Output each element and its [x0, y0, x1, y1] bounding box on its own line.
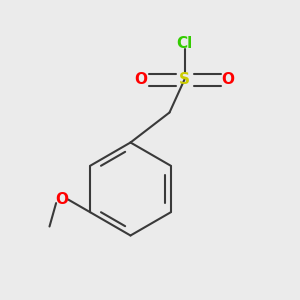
- Text: Cl: Cl: [176, 36, 193, 51]
- Text: O: O: [55, 192, 68, 207]
- Text: S: S: [179, 72, 190, 87]
- Text: O: O: [221, 72, 235, 87]
- Text: O: O: [134, 72, 148, 87]
